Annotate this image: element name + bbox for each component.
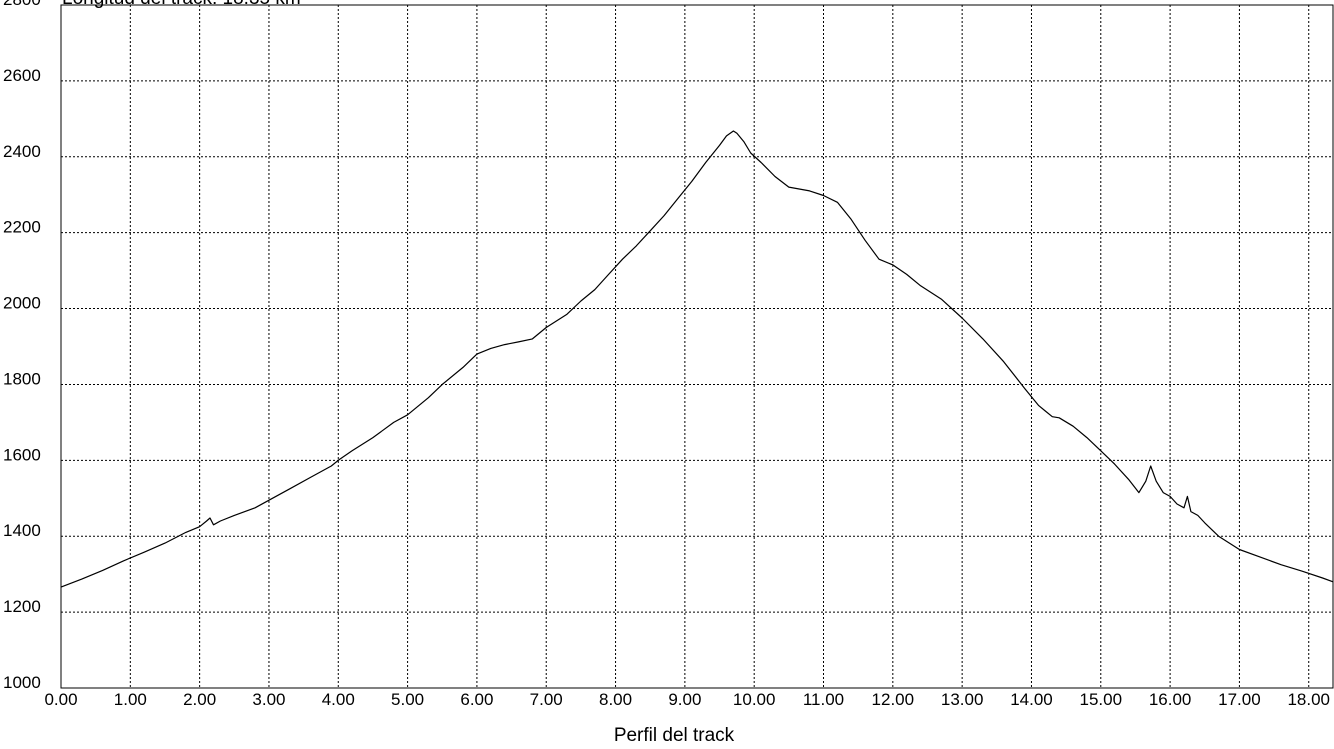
- y-tick-label: 2200: [3, 218, 41, 237]
- x-tick-label: 13.00: [941, 690, 984, 709]
- x-tick-label: 3.00: [252, 690, 285, 709]
- y-tick-label: 1000: [3, 673, 41, 692]
- x-tick-label: 4.00: [322, 690, 355, 709]
- y-tick-label: 2800: [3, 0, 41, 9]
- x-tick-label: 16.00: [1149, 690, 1192, 709]
- x-tick-label: 2.00: [183, 690, 216, 709]
- y-tick-label: 2600: [3, 66, 41, 85]
- x-axis-label: Perfil del track: [614, 725, 735, 746]
- x-tick-label: 8.00: [599, 690, 632, 709]
- y-tick-label: 1400: [3, 521, 41, 540]
- x-tick-label: 12.00: [872, 690, 915, 709]
- y-tick-label: 1800: [3, 369, 41, 388]
- x-tick-label: 9.00: [668, 690, 701, 709]
- y-tick-label: 1600: [3, 445, 41, 464]
- x-tick-label: 6.00: [460, 690, 493, 709]
- x-tick-label: 18.00: [1287, 690, 1330, 709]
- y-tick-label: 2400: [3, 142, 41, 161]
- x-tick-label: 0.00: [44, 690, 77, 709]
- x-tick-label: 5.00: [391, 690, 424, 709]
- y-axis-ticks: 1000 1200 1400 1600 1800 2000 2200 2400 2600 2800: [3, 0, 41, 692]
- y-tick-label: 2000: [3, 294, 41, 313]
- x-tick-label: 17.00: [1218, 690, 1261, 709]
- y-tick-label: 1200: [3, 597, 41, 616]
- x-tick-label: 1.00: [114, 690, 147, 709]
- grid: [61, 5, 1333, 688]
- elevation-line: [60, 130, 1334, 588]
- x-tick-label: 15.00: [1080, 690, 1123, 709]
- plot-frame: [60, 4, 1334, 689]
- x-tick-label: 7.00: [530, 690, 563, 709]
- x-tick-label: 10.00: [733, 690, 776, 709]
- x-tick-label: 11.00: [803, 690, 844, 709]
- x-tick-label: 14.00: [1010, 690, 1053, 709]
- x-axis-ticks: 0.00 1.00 2.00 3.00 4.00 5.00 6.00 7.00 8.00 9.00…: [44, 690, 1330, 709]
- series-group: [60, 130, 1334, 588]
